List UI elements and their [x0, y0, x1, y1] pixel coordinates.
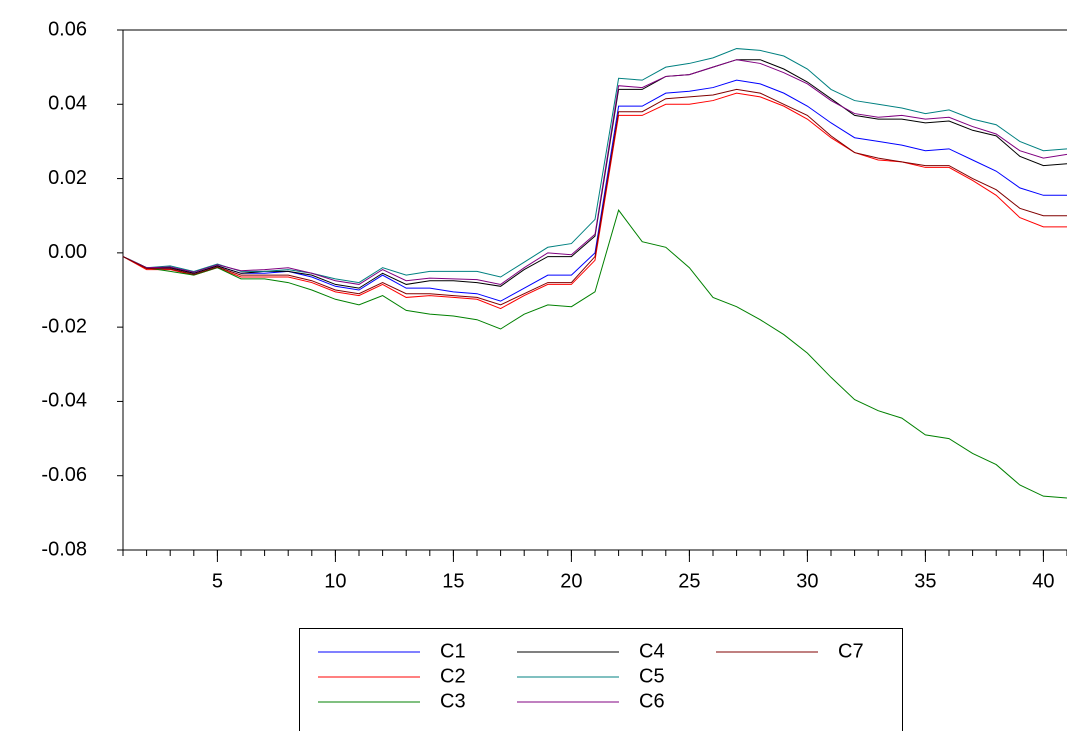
y-tick-label: -0.04	[41, 390, 87, 412]
legend-label: C5	[639, 665, 665, 687]
y-tick-label: 0.06	[48, 18, 87, 40]
legend-label: C7	[838, 640, 864, 662]
legend-label: C1	[440, 640, 466, 662]
x-tick-label: 5	[212, 570, 223, 592]
legend-label: C6	[639, 690, 665, 712]
legend-box	[299, 628, 903, 731]
y-tick-label: -0.02	[41, 315, 87, 337]
series-line	[122, 92, 1067, 310]
legend-label: C3	[440, 690, 466, 712]
y-tick-label: -0.06	[41, 464, 87, 486]
series-line	[122, 88, 1067, 306]
x-tick-label: 20	[560, 570, 582, 592]
series-line	[122, 209, 1067, 499]
series-line	[122, 79, 1067, 302]
x-tick-label: 25	[678, 570, 700, 592]
legend-label: C4	[639, 640, 665, 662]
x-tick-label: 30	[796, 570, 818, 592]
x-tick-label: 10	[324, 570, 346, 592]
x-tick-label: 15	[442, 570, 464, 592]
x-tick-label: 35	[914, 570, 936, 592]
y-tick-label: 0.02	[48, 167, 87, 189]
legend-label: C2	[440, 665, 466, 687]
y-tick-label: 0.00	[48, 241, 87, 263]
y-tick-label: -0.08	[41, 538, 87, 560]
x-tick-label: 40	[1032, 570, 1054, 592]
series-line	[122, 48, 1067, 284]
series-line	[122, 59, 1067, 285]
y-tick-label: 0.04	[48, 93, 87, 115]
series-line	[122, 59, 1067, 289]
